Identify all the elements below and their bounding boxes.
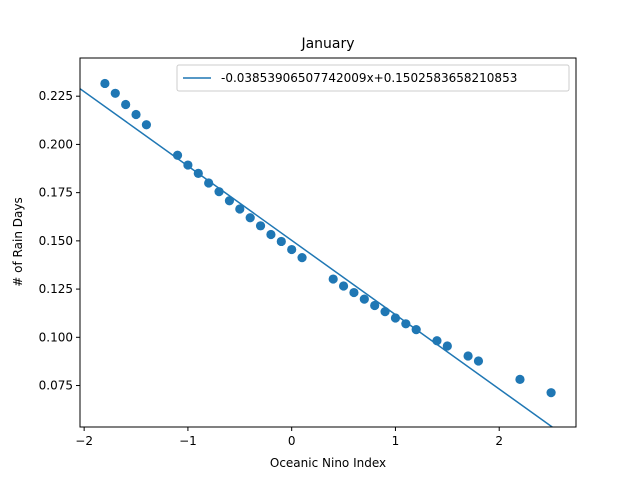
- scatter-point: [401, 319, 411, 329]
- scatter-point: [370, 300, 380, 311]
- x-tick-label: −1: [179, 434, 197, 448]
- scatter-point: [235, 204, 245, 214]
- legend-label: -0.03853906507742009x+0.1502583658210853: [221, 71, 517, 85]
- scatter-point: [432, 336, 442, 346]
- scatter-point: [193, 168, 203, 178]
- plot-area: [79, 57, 577, 428]
- scatter-point: [131, 109, 141, 120]
- scatter-point: [411, 324, 421, 335]
- y-tick-label: 0.100: [39, 330, 73, 344]
- y-tick-label: 0.225: [39, 89, 73, 103]
- x-tick-label: −2: [75, 434, 93, 448]
- scatter-point: [297, 253, 307, 263]
- y-tick-label: 0.150: [39, 234, 73, 248]
- scatter-point: [380, 307, 390, 317]
- scatter-point: [515, 374, 525, 384]
- scatter-point: [276, 236, 286, 247]
- scatter-point: [328, 274, 338, 284]
- scatter-point: [463, 351, 473, 361]
- scatter-point: [473, 356, 484, 366]
- legend-box: [176, 64, 570, 92]
- scatter-point: [204, 178, 214, 188]
- x-tick-label: 2: [495, 434, 503, 448]
- scatter-point: [390, 313, 401, 323]
- x-axis-label: Oceanic Nino Index: [270, 456, 386, 470]
- scatter-point: [100, 78, 110, 89]
- x-axis: −2 −1 0 1 2: [75, 427, 503, 448]
- scatter-point: [349, 287, 359, 298]
- scatter-point: [121, 99, 131, 110]
- scatter-point: [442, 341, 452, 351]
- x-tick-label: 0: [288, 434, 296, 448]
- y-axis: 0.075 0.100 0.125 0.150 0.175 0.200 0.225: [39, 89, 80, 393]
- scatter-point: [214, 187, 224, 197]
- scatter-point: [110, 88, 120, 98]
- scatter-point: [245, 213, 255, 223]
- y-tick-label: 0.075: [39, 379, 73, 393]
- y-axis-label: # of Rain Days: [11, 197, 25, 286]
- chart-title: January: [300, 36, 354, 52]
- plot-frame: [79, 57, 577, 428]
- y-tick-label: 0.200: [39, 137, 73, 151]
- plot-background: [80, 58, 576, 427]
- scatter-point: [172, 150, 183, 160]
- x-tick-label: 1: [392, 434, 400, 448]
- scatter-point: [266, 229, 276, 240]
- scatter-point: [255, 221, 266, 231]
- scatter-point: [287, 244, 297, 255]
- legend: -0.03853906507742009x+0.1502583658210853: [176, 64, 570, 92]
- scatter-point: [546, 388, 556, 398]
- scatter-point: [359, 294, 369, 304]
- scatter-point: [141, 120, 152, 130]
- scatter-point: [224, 196, 235, 206]
- y-tick-label: 0.125: [39, 282, 73, 296]
- y-tick-label: 0.175: [39, 186, 73, 200]
- scatter-point: [183, 160, 193, 170]
- scatter-point: [338, 281, 349, 291]
- regression-line: [80, 88, 554, 427]
